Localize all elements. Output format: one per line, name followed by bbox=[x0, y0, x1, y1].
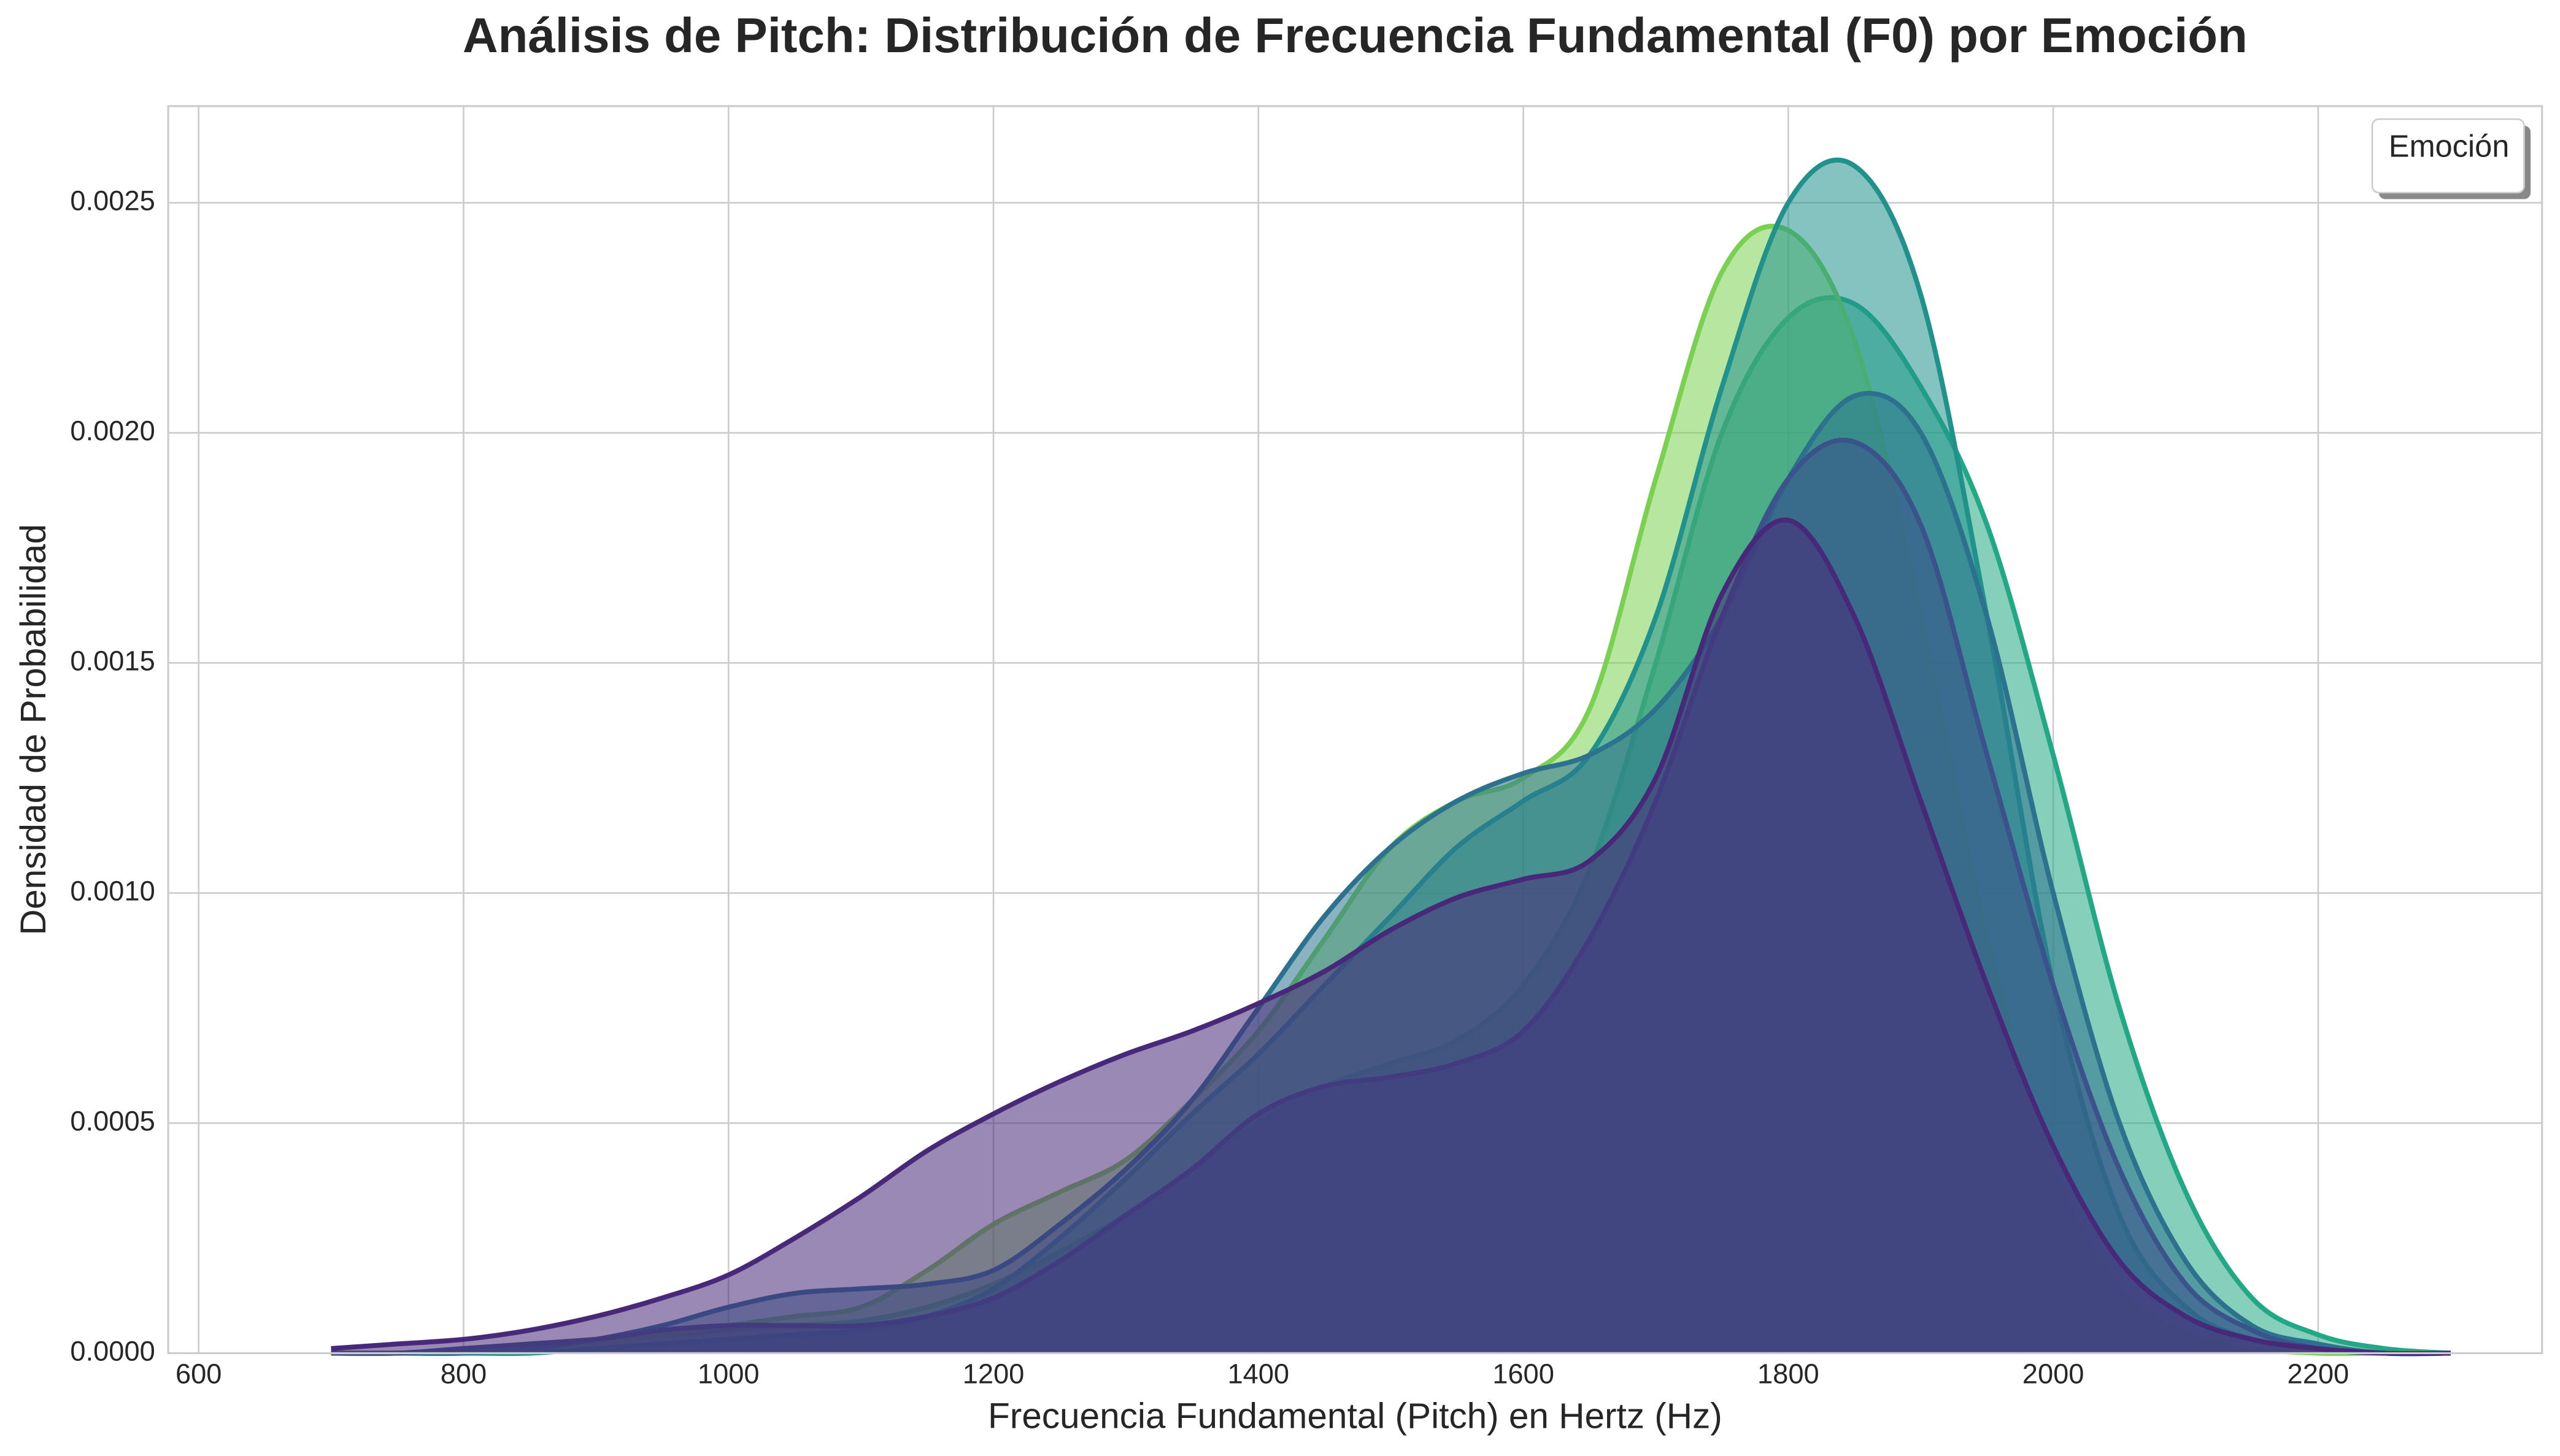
chart-title: Análisis de Pitch: Distribución de Frecu… bbox=[463, 8, 2248, 63]
x-tick-label: 1600 bbox=[1492, 1358, 1554, 1390]
plot-area bbox=[331, 157, 2451, 1357]
x-tick-label: 1000 bbox=[698, 1358, 760, 1390]
density-area bbox=[331, 520, 2451, 1354]
x-tick-label: 1800 bbox=[1757, 1358, 1819, 1390]
y-tick-label: 0.0000 bbox=[70, 1335, 155, 1366]
y-tick-label: 0.0025 bbox=[70, 185, 155, 216]
x-axis-label: Frecuencia Fundamental (Pitch) en Hertz … bbox=[988, 1396, 1722, 1436]
x-tick-label: 600 bbox=[175, 1358, 222, 1390]
y-tick-label: 0.0005 bbox=[70, 1105, 155, 1136]
x-tick-label: 2200 bbox=[2288, 1358, 2350, 1390]
y-tick-label: 0.0015 bbox=[70, 645, 155, 676]
x-tick-label: 1200 bbox=[963, 1358, 1025, 1390]
x-tick-label: 2000 bbox=[2022, 1358, 2084, 1390]
x-tick-label: 800 bbox=[441, 1358, 487, 1390]
legend-title: Emoción bbox=[2389, 128, 2510, 163]
y-tick-label: 0.0020 bbox=[70, 415, 155, 446]
y-tick-label: 0.0010 bbox=[70, 875, 155, 906]
axes-frame bbox=[167, 105, 2543, 1354]
x-tick-label: 1400 bbox=[1227, 1358, 1289, 1390]
y-axis-label: Densidad de Probabilidad bbox=[13, 524, 53, 935]
legend-box bbox=[2371, 118, 2525, 194]
density-line bbox=[331, 517, 2451, 1356]
